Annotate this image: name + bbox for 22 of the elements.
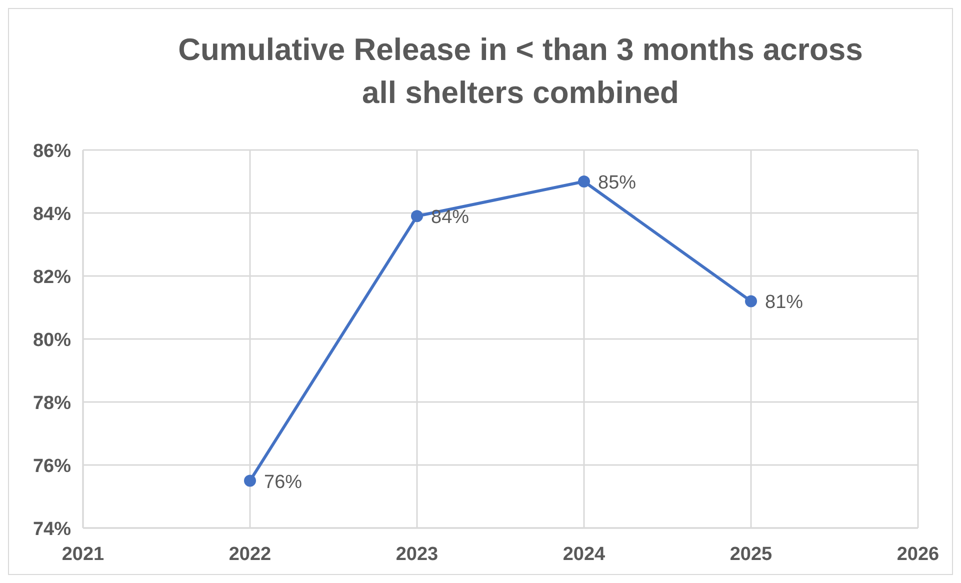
point <box>745 295 757 308</box>
x-tick-label: 2021 <box>62 544 105 565</box>
y-tick-label: 86% <box>32 141 72 162</box>
y-tick-label: 74% <box>32 519 72 540</box>
point <box>411 210 423 222</box>
y-tick-label: 84% <box>32 204 72 225</box>
chart-title: Cumulative Release in < than 3 months across all shelters combined <box>178 32 863 110</box>
x-tick-label: 2022 <box>228 544 272 565</box>
x-tick-label: 2024 <box>562 544 606 565</box>
y-tick-label: 78% <box>32 393 72 414</box>
data-label: 84% <box>431 207 470 228</box>
y-tick-label: 82% <box>32 267 72 288</box>
x-tick-label: 2023 <box>396 544 438 565</box>
data-label: 81% <box>765 292 804 314</box>
data-label: 85% <box>598 172 636 194</box>
point <box>578 176 590 188</box>
point <box>244 474 256 487</box>
x-tick-label: 2026 <box>896 544 940 565</box>
data-label: 76% <box>264 472 302 493</box>
x-tick-label: 2025 <box>730 544 773 565</box>
y-tick-label: 80% <box>32 330 72 351</box>
y-tick-label: 76% <box>32 456 72 477</box>
